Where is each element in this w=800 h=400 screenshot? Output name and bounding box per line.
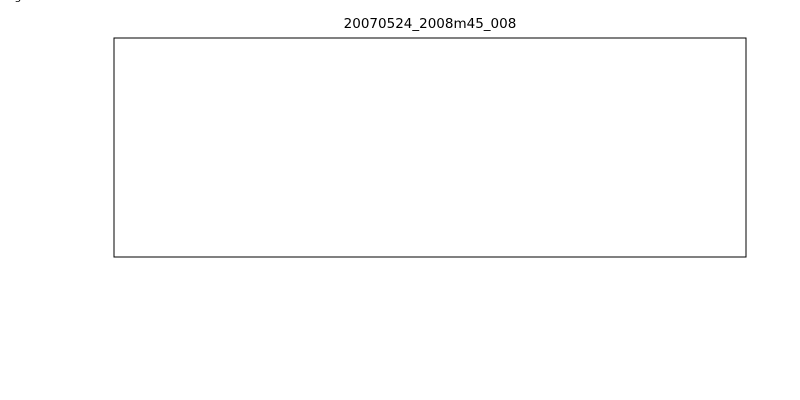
figure-title: 20070524_2008m45_008 <box>344 16 517 32</box>
spectrum-panel: Spectrum <box>0 0 747 258</box>
error-y-axis-label: Error <box>0 0 14 3</box>
spectrum-axes-frame <box>113 37 747 258</box>
spectrum-plot-background <box>114 38 746 257</box>
x-axis-label: Wavelength <box>0 0 33 3</box>
spectrum-y-axis-label: Spectrum <box>0 0 27 3</box>
error-panel: Error Wavelength <box>0 0 33 3</box>
